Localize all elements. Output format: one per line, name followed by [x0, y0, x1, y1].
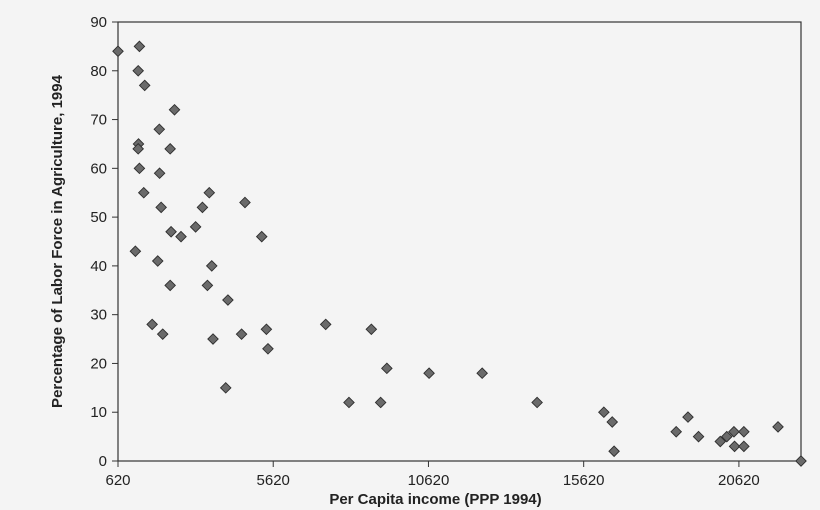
x-tick-label: 10620 [408, 472, 450, 489]
x-tick-label: 15620 [563, 472, 605, 489]
data-point [201, 279, 214, 292]
data-point [153, 167, 166, 180]
data-point [164, 279, 176, 292]
y-tick-label: 20 [90, 355, 107, 372]
data-point [164, 142, 176, 155]
data-point [222, 294, 234, 306]
data-point [381, 362, 393, 375]
plot-area [117, 21, 802, 462]
data-point [132, 64, 145, 77]
data-point [203, 186, 216, 199]
data-point [137, 186, 150, 199]
data-point [196, 201, 209, 214]
data-point [692, 430, 705, 443]
y-tick-label: 70 [90, 112, 107, 129]
data-point [319, 318, 332, 331]
y-tick-label: 0 [99, 453, 107, 470]
data-point [608, 445, 620, 458]
data-point [423, 367, 435, 380]
data-point [168, 103, 181, 116]
data-point [260, 323, 273, 336]
data-point [205, 260, 218, 272]
data-point [670, 425, 683, 438]
y-axis-ticks: 0 10 20 30 40 50 60 70 80 90 [90, 14, 118, 470]
data-point [598, 406, 610, 419]
data-point [133, 162, 146, 175]
data-point [365, 323, 378, 336]
y-tick-label: 90 [90, 14, 107, 31]
x-axis-ticks: 620 5620 10620 15620 20620 [105, 461, 760, 489]
data-point [235, 328, 248, 341]
x-tick-label: 620 [105, 472, 130, 489]
data-point [714, 435, 727, 448]
data-point [720, 430, 733, 443]
data-point [138, 79, 151, 92]
plot-frame [117, 21, 802, 462]
data-point [175, 230, 187, 243]
data-point [132, 142, 145, 155]
data-point [153, 123, 166, 136]
data-point [255, 230, 268, 243]
data-point [165, 225, 177, 238]
y-tick-label: 10 [90, 404, 107, 421]
y-tick-label: 60 [90, 160, 107, 177]
data-point [728, 425, 740, 438]
data-point [155, 201, 167, 214]
y-tick-label: 30 [90, 307, 107, 324]
data-point [738, 425, 750, 438]
data-point [189, 221, 202, 233]
data-point [156, 328, 169, 341]
data-point [682, 411, 694, 423]
data-points [112, 40, 807, 467]
y-tick-label: 80 [90, 63, 107, 80]
x-axis-title: Per Capita income (PPP 1994) [329, 491, 541, 508]
y-tick-label: 50 [90, 209, 107, 226]
data-point [343, 396, 355, 409]
data-point [728, 440, 741, 453]
data-point [207, 333, 219, 345]
data-point [772, 421, 784, 433]
data-point [795, 455, 807, 467]
data-point [133, 40, 146, 53]
x-tick-label: 20620 [718, 472, 760, 489]
data-point [129, 245, 142, 258]
data-point [112, 45, 124, 58]
data-point [219, 381, 232, 394]
data-point [262, 342, 274, 355]
x-tick-label: 5620 [257, 472, 290, 489]
data-point [738, 440, 750, 453]
data-point [374, 396, 387, 409]
data-point [476, 367, 488, 380]
y-tick-label: 40 [90, 258, 107, 275]
data-point [606, 416, 619, 428]
data-point [151, 255, 164, 267]
data-point [146, 318, 158, 331]
data-point [531, 396, 543, 409]
data-point [239, 196, 251, 209]
y-axis-title: Percentage of Labor Force in Agriculture… [49, 74, 66, 408]
